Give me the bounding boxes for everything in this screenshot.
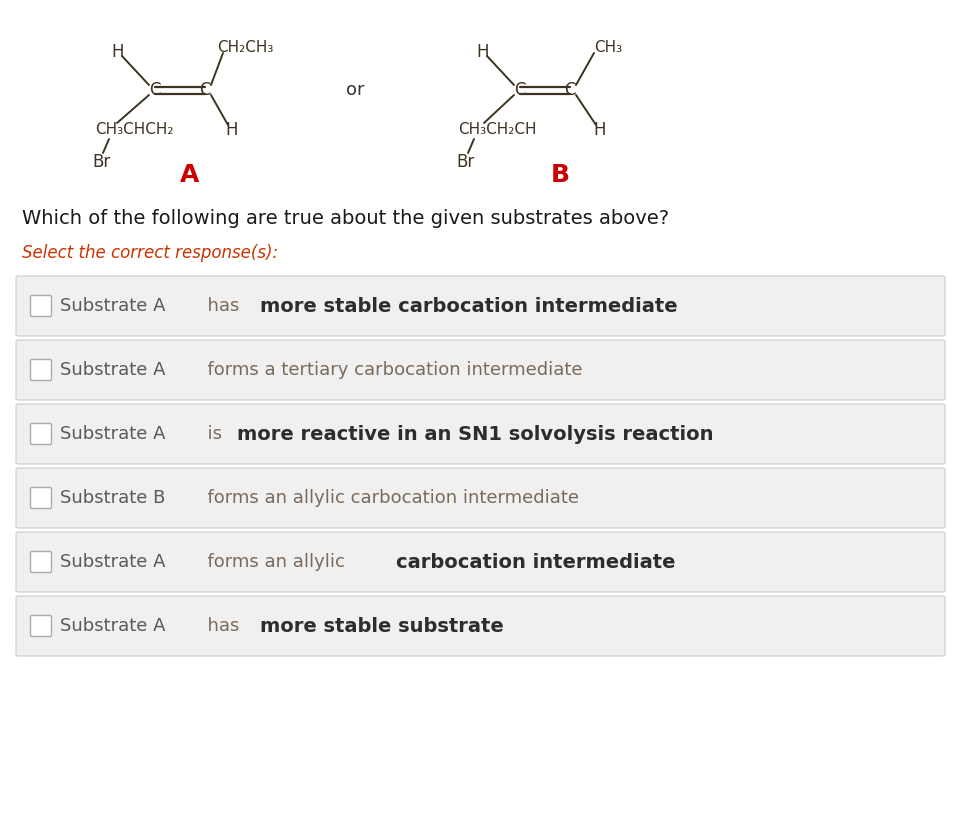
Text: H: H: [111, 43, 124, 61]
FancyBboxPatch shape: [31, 551, 52, 573]
Text: Substrate B: Substrate B: [60, 489, 165, 507]
Text: more stable substrate: more stable substrate: [259, 616, 504, 635]
Text: B: B: [551, 163, 570, 187]
Text: C: C: [149, 81, 160, 99]
Text: C: C: [199, 81, 210, 99]
FancyBboxPatch shape: [31, 423, 52, 445]
Text: Br: Br: [92, 153, 111, 171]
Text: Which of the following are true about the given substrates above?: Which of the following are true about th…: [22, 209, 669, 228]
Text: H: H: [594, 121, 606, 139]
Text: H: H: [477, 43, 489, 61]
FancyBboxPatch shape: [31, 360, 52, 380]
FancyBboxPatch shape: [16, 404, 945, 464]
Text: C: C: [514, 81, 526, 99]
Text: Substrate A: Substrate A: [60, 553, 165, 571]
FancyBboxPatch shape: [31, 488, 52, 508]
Text: Substrate A: Substrate A: [60, 361, 165, 379]
Text: or: or: [346, 81, 364, 99]
Text: carbocation intermediate: carbocation intermediate: [396, 553, 676, 572]
Text: CH₃CHCH₂: CH₃CHCH₂: [95, 122, 174, 138]
Text: Substrate A: Substrate A: [60, 425, 165, 443]
FancyBboxPatch shape: [16, 276, 945, 336]
FancyBboxPatch shape: [16, 340, 945, 400]
Text: is: is: [196, 425, 228, 443]
Text: forms a tertiary carbocation intermediate: forms a tertiary carbocation intermediat…: [196, 361, 582, 379]
FancyBboxPatch shape: [16, 468, 945, 528]
Text: Br: Br: [456, 153, 475, 171]
FancyBboxPatch shape: [16, 532, 945, 592]
FancyBboxPatch shape: [16, 596, 945, 656]
Text: more stable carbocation intermediate: more stable carbocation intermediate: [259, 296, 678, 315]
Text: CH₃CH₂CH: CH₃CH₂CH: [458, 122, 536, 138]
Text: Substrate A: Substrate A: [60, 297, 165, 315]
Text: Substrate A: Substrate A: [60, 617, 165, 635]
Text: forms an allylic carbocation intermediate: forms an allylic carbocation intermediat…: [196, 489, 579, 507]
Text: CH₃: CH₃: [594, 40, 622, 55]
FancyBboxPatch shape: [31, 615, 52, 637]
FancyBboxPatch shape: [31, 295, 52, 317]
Text: A: A: [181, 163, 200, 187]
Text: H: H: [226, 121, 238, 139]
Text: has: has: [196, 297, 245, 315]
Text: C: C: [564, 81, 576, 99]
Text: more reactive in an SN1 solvolysis reaction: more reactive in an SN1 solvolysis react…: [237, 425, 714, 444]
Text: Select the correct response(s):: Select the correct response(s):: [22, 244, 278, 262]
Text: CH₂CH₃: CH₂CH₃: [217, 40, 273, 55]
Text: forms an allylic: forms an allylic: [196, 553, 351, 571]
Text: has: has: [196, 617, 245, 635]
